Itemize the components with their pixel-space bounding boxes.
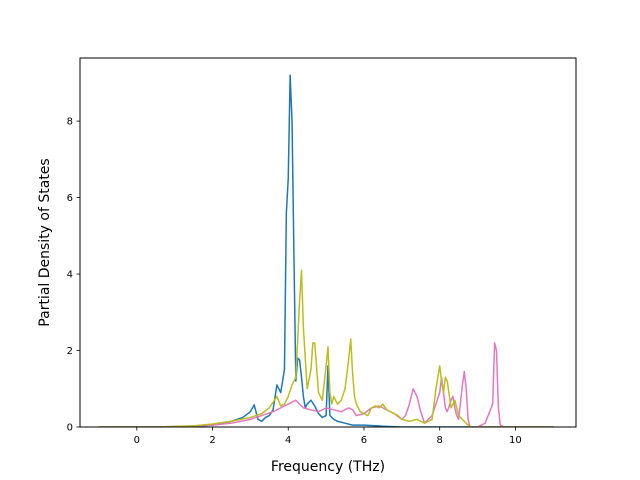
y-tick-label: 6 <box>67 193 73 204</box>
x-tick-label: 0 <box>134 435 140 446</box>
series-line-2 <box>98 342 554 427</box>
x-axis-ticks: 0 2 4 6 8 10 <box>134 427 522 446</box>
y-tick-label: 0 <box>67 423 73 434</box>
plot-frame <box>79 57 577 428</box>
x-tick-label: 8 <box>437 435 443 446</box>
x-tick-label: 2 <box>209 435 215 446</box>
series-line-3 <box>98 269 554 427</box>
x-tick-label: 4 <box>285 435 291 446</box>
y-axis-ticks: 0 2 4 6 8 <box>67 117 80 434</box>
x-tick-label: 6 <box>361 435 367 446</box>
x-tick-label: 10 <box>509 435 522 446</box>
y-tick-label: 8 <box>67 117 73 128</box>
series-layer <box>98 74 554 427</box>
x-axis-label: Frequency (THz) <box>271 459 385 475</box>
y-tick-label: 4 <box>67 270 73 281</box>
y-tick-label: 2 <box>67 346 73 357</box>
series-line-1 <box>98 74 554 427</box>
y-axis-label: Partial Density of States <box>37 158 53 326</box>
